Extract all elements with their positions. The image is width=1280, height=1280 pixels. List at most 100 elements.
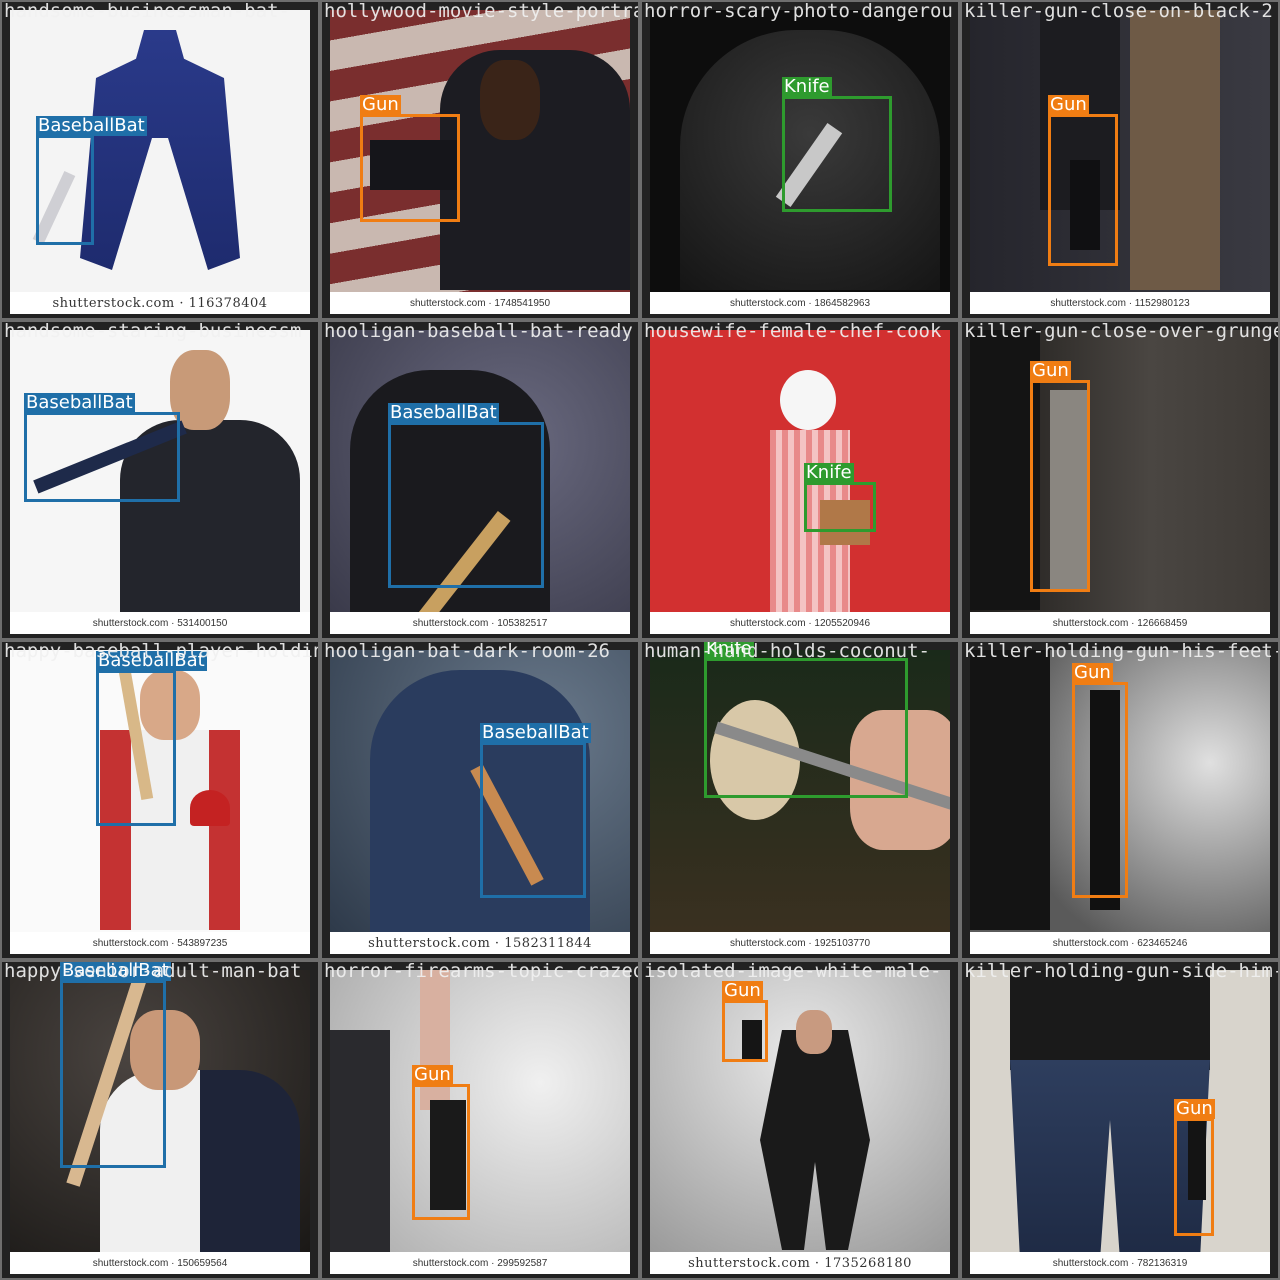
box-label: Gun [412, 1064, 453, 1085]
bounding-box: Gun [1174, 1099, 1215, 1236]
photo [10, 650, 310, 932]
helmet-figure [190, 790, 230, 826]
photo [650, 10, 950, 292]
leg-figure [970, 330, 1040, 610]
tile-6: shutterstock.com · 105382517 hooligan-ba… [322, 322, 638, 638]
box-label: Gun [1072, 662, 1113, 683]
photo [10, 330, 310, 612]
tile-3: shutterstock.com · 1864582963 horror-sca… [642, 2, 958, 318]
box-label: Gun [1174, 1098, 1215, 1119]
photo-background [970, 10, 1270, 292]
bounding-box: Gun [722, 981, 768, 1062]
bounding-box: BaseballBat [24, 393, 180, 502]
watermark-caption: shutterstock.com · 126668459 [970, 612, 1270, 634]
box-label: Knife [782, 76, 832, 97]
tile-12: shutterstock.com · 623465246 killer-hold… [962, 642, 1278, 958]
box-label: Gun [1030, 360, 1071, 381]
watermark-caption: shutterstock.com · 1205520946 [650, 612, 950, 634]
tile-8: shutterstock.com · 126668459 killer-gun-… [962, 322, 1278, 638]
box-label: Gun [722, 980, 763, 1001]
watermark-caption: shutterstock.com · 116378404 [10, 292, 310, 314]
box-label: BaseballBat [60, 962, 171, 981]
bounding-box: Knife [704, 642, 908, 798]
face-figure [796, 1010, 832, 1054]
box-label: BaseballBat [24, 392, 135, 413]
gun-figure [1090, 690, 1120, 910]
board-figure [820, 500, 870, 545]
bounding-box: Gun [1048, 95, 1118, 266]
gun-figure [742, 1020, 762, 1060]
tile-7: shutterstock.com · 1205520946 housewife-… [642, 322, 958, 638]
watermark-caption: shutterstock.com · 543897235 [10, 932, 310, 954]
gun-figure [1188, 1120, 1206, 1200]
gun-figure [1050, 390, 1090, 590]
photo [330, 970, 630, 1252]
photo [970, 970, 1270, 1252]
watermark-caption: shutterstock.com · 1152980123 [970, 292, 1270, 314]
watermark-caption: shutterstock.com · 105382517 [330, 612, 630, 634]
gun-figure [1070, 160, 1100, 250]
bounding-box: Knife [804, 463, 876, 532]
bounding-box: BaseballBat [388, 403, 544, 588]
bounding-box: Gun [1072, 663, 1128, 898]
tile-4: shutterstock.com · 1152980123 killer-gun… [962, 2, 1278, 318]
tile-2: shutterstock.com · 1748541950 hollywood-… [322, 2, 638, 318]
tile-13: shutterstock.com · 150659564 happy-senio… [2, 962, 318, 1278]
jacket-figure [1010, 970, 1210, 1070]
watermark-caption: shutterstock.com · 531400150 [10, 612, 310, 634]
tile-11: shutterstock.com · 1925103770 human-hand… [642, 642, 958, 958]
bounding-box: Knife [782, 77, 892, 212]
tile-10: shutterstock.com · 1582311844 hooligan-b… [322, 642, 638, 958]
leg-figure [1130, 10, 1220, 290]
box-label: BaseballBat [36, 115, 147, 136]
leg-figure [330, 1030, 390, 1252]
watermark-caption: shutterstock.com · 1864582963 [650, 292, 950, 314]
tile-15: shutterstock.com · 1735268180 isolated-i… [642, 962, 958, 1278]
watermark-caption: shutterstock.com · 1748541950 [330, 292, 630, 314]
photo [970, 330, 1270, 612]
box-label: BaseballBat [480, 722, 591, 743]
bounding-box: BaseballBat [96, 651, 207, 826]
person-figure [100, 730, 240, 930]
tile-9: shutterstock.com · 543897235 happy-baseb… [2, 642, 318, 958]
photo [330, 10, 630, 292]
watermark-caption: shutterstock.com · 299592587 [330, 1252, 630, 1274]
watermark-caption: shutterstock.com · 782136319 [970, 1252, 1270, 1274]
face-figure [140, 670, 200, 740]
box-label: Gun [1048, 94, 1089, 115]
photo [650, 970, 950, 1252]
watermark-caption: shutterstock.com · 150659564 [10, 1252, 310, 1274]
photo [650, 650, 950, 932]
bounding-box: Gun [412, 1065, 470, 1220]
photo [10, 10, 310, 292]
chef-hat-figure [780, 370, 836, 430]
gun-figure [370, 140, 460, 190]
box-label: BaseballBat [388, 402, 499, 423]
photo [650, 330, 950, 612]
tile-5: shutterstock.com · 531400150 handsome-st… [2, 322, 318, 638]
watermark-caption: shutterstock.com · 623465246 [970, 932, 1270, 954]
person-figure [120, 420, 300, 612]
tile-16: shutterstock.com · 782136319 killer-hold… [962, 962, 1278, 1278]
box-label: BaseballBat [96, 650, 207, 671]
person-figure [100, 1070, 300, 1252]
bounding-box: BaseballBat [60, 962, 171, 1168]
face-figure [480, 60, 540, 140]
bounding-box: BaseballBat [36, 116, 147, 245]
watermark-caption: shutterstock.com · 1925103770 [650, 932, 950, 954]
tile-1: shutterstock.com · 116378404 handsome-bu… [2, 2, 318, 318]
coconut-figure [710, 700, 800, 820]
watermark-caption: shutterstock.com · 1735268180 [650, 1252, 950, 1274]
tile-14: shutterstock.com · 299592587 horror-fire… [322, 962, 638, 1278]
face-figure [170, 350, 230, 430]
gun-figure [430, 1100, 466, 1210]
photo [970, 10, 1270, 292]
photo [330, 330, 630, 612]
bounding-box: BaseballBat [480, 723, 591, 898]
bounding-box: Gun [1030, 361, 1090, 592]
bounding-box: Gun [360, 95, 460, 222]
watermark-caption: shutterstock.com · 1582311844 [330, 932, 630, 954]
box-label: Knife [704, 642, 754, 659]
box-label: Knife [804, 462, 854, 483]
